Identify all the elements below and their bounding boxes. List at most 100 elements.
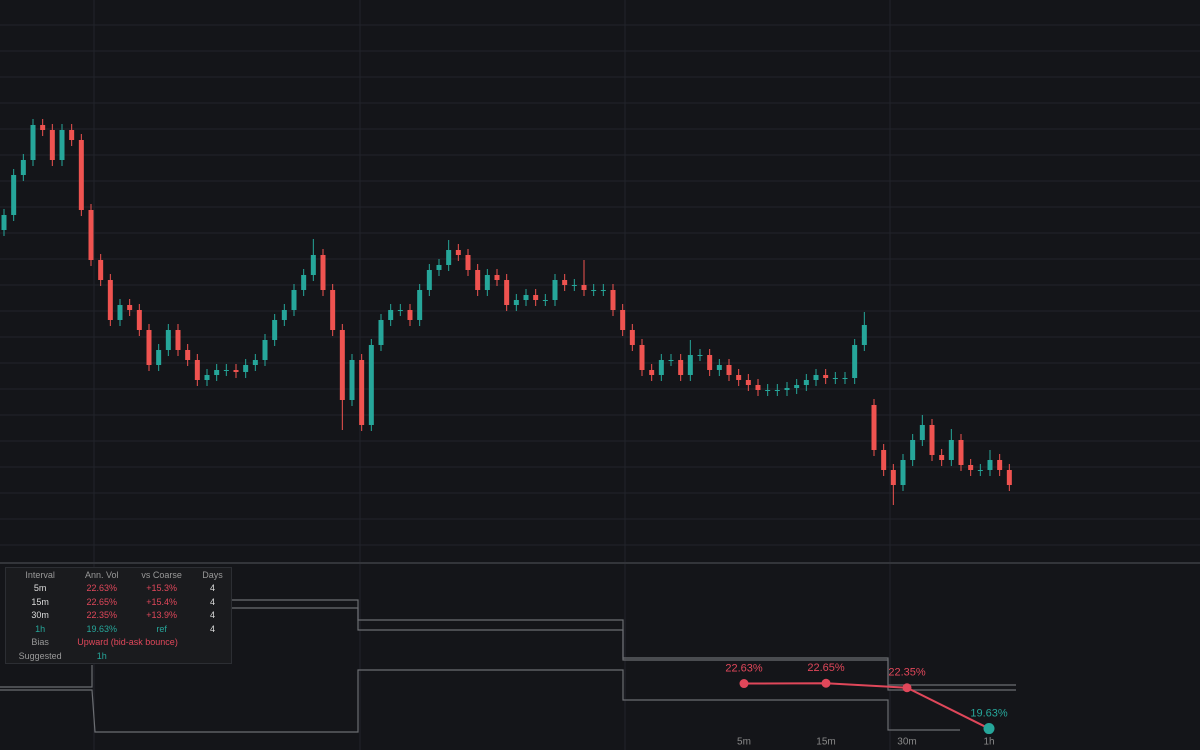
candle-body [910,440,916,460]
candle-body [252,360,258,365]
candle-body [504,280,510,305]
candle-body [291,290,297,310]
cell: 22.63% [86,583,118,594]
x-tick-label: 1h [983,737,994,748]
candle-body [581,285,587,290]
candle-body [832,378,838,379]
header-cell: Ann. Vol [85,569,119,580]
candle-body [1006,470,1012,485]
candle-body [716,365,722,370]
vol-point [821,678,831,688]
candle-body [997,460,1003,470]
candle-body [320,255,326,290]
candle-body [339,330,345,400]
candle-body [436,265,442,270]
cell: 19.63% [86,623,118,634]
candle-body [678,360,684,375]
candle-body [542,300,548,301]
candle-body [185,350,191,360]
bias-row: Bias Upward (bid-ask bounce) [6,636,231,650]
candle-body [649,370,655,375]
band-line [0,669,960,733]
candle-body [1,215,7,230]
cell: 30m [31,610,49,621]
candle-body [243,365,249,372]
bias-label: Bias [31,637,49,648]
band-line [230,607,1016,691]
candle-body [310,255,316,275]
candle-body [78,140,84,210]
candle-body [156,350,162,365]
bias-value: Upward (bid-ask bounce) [77,637,178,648]
candle-body [813,375,819,380]
stats-table: Interval Ann. Vol vs Coarse Days 5m 22.63… [6,568,231,663]
candle-body [359,360,365,425]
candle-body [987,460,993,470]
candle-body [629,330,635,345]
candle-body [513,300,519,305]
cell: 4 [210,596,216,607]
row: 1h 19.63% ref 4 [6,622,231,636]
x-tick-label: 30m [897,737,916,748]
candle-body [794,385,800,388]
header-cell: vs Coarse [141,569,182,580]
candle-body [368,345,374,425]
candle-body [977,470,983,471]
header-row: Interval Ann. Vol vs Coarse Days [6,568,231,582]
candle-body [204,375,210,380]
candle-body [571,285,577,286]
candle-body [658,360,664,375]
header-cell: Days [202,569,223,580]
candle-body [726,365,732,375]
candle-body [842,378,848,379]
x-tick-label: 15m [816,737,835,748]
candle-body [69,130,75,140]
candle-body [88,210,94,260]
candle-body [417,290,423,320]
candle-body [20,160,26,175]
candle-body [562,280,568,285]
candle-body [687,355,693,375]
candle-body [446,250,452,265]
row: 15m 22.65% +15.4% 4 [6,595,231,609]
candle-body [852,345,858,378]
candle-body [127,305,133,310]
candle-body [600,290,606,291]
x-tick-label: 5m [737,737,751,748]
candle-body [620,310,626,330]
candle-body [861,325,867,345]
volatility-bands [0,599,1016,733]
candle-body [262,340,268,360]
candle-body [745,380,751,385]
vol-line [743,682,990,730]
stats-panel: Interval Ann. Vol vs Coarse Days 5m 22.63… [5,567,232,664]
candle-body [59,130,65,160]
candle-body [707,355,713,370]
value-label: 22.35% [888,667,926,679]
cell: ref [156,623,167,634]
candle-body [948,440,954,460]
cell: 22.65% [86,596,118,607]
candle-body [871,405,877,450]
candle-body [494,275,500,280]
candle-body [755,385,761,390]
candle-body [40,125,46,130]
value-label: 19.63% [970,707,1008,719]
cell: +15.4% [146,596,178,607]
candle-body [774,390,780,391]
candle-body [465,255,471,270]
cell: 4 [210,623,216,634]
candle-body [98,260,104,280]
candle-body [426,270,432,290]
candle-body [552,280,558,300]
cell: 15m [31,596,49,607]
candle-body [484,275,490,290]
candle-body [939,455,945,460]
cell: 4 [210,583,216,594]
candle-body [900,460,906,485]
candle-body [330,290,336,330]
candle-body [919,425,925,440]
candle-body [388,310,394,320]
candle-body [107,280,113,320]
